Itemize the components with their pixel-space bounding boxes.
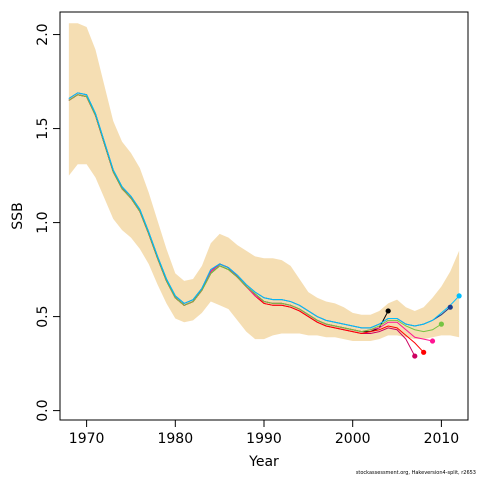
series-end-point-5	[438, 321, 444, 327]
confidence-band	[68, 23, 460, 342]
x-tick-label: 1980	[157, 431, 193, 447]
y-axis: 0.0 0.5 1.0 1.5 2.0	[35, 23, 61, 422]
series-line-5	[68, 94, 442, 333]
series-line-7	[68, 92, 460, 329]
x-axis-label: Year	[248, 454, 279, 470]
y-tick-label: 0.5	[35, 305, 51, 327]
series-end-point-3	[421, 349, 427, 355]
x-tick-label: 1970	[69, 431, 105, 447]
series-end-point-1	[385, 308, 391, 314]
series-end-point-2	[412, 353, 418, 359]
y-axis-label: SSB	[10, 202, 26, 229]
end-points-layer	[385, 293, 462, 359]
series-layer	[68, 92, 460, 357]
series-end-point-7	[456, 293, 462, 299]
footnote: stockassessment.org, Hakeversion4-split,…	[355, 470, 476, 476]
confidence-band-layer	[68, 23, 460, 342]
x-tick-label: 2010	[424, 431, 460, 447]
y-tick-label: 2.0	[35, 23, 51, 45]
x-tick-label: 2000	[335, 431, 371, 447]
y-tick-label: 1.5	[35, 117, 51, 139]
y-tick-label: 0.0	[35, 399, 51, 421]
y-tick-label: 1.0	[35, 211, 51, 233]
x-tick-label: 1990	[246, 431, 282, 447]
series-end-point-6	[447, 304, 453, 310]
series-end-point-4	[429, 338, 436, 344]
x-axis: 1970 1980 1990 2000 2010	[69, 419, 460, 447]
